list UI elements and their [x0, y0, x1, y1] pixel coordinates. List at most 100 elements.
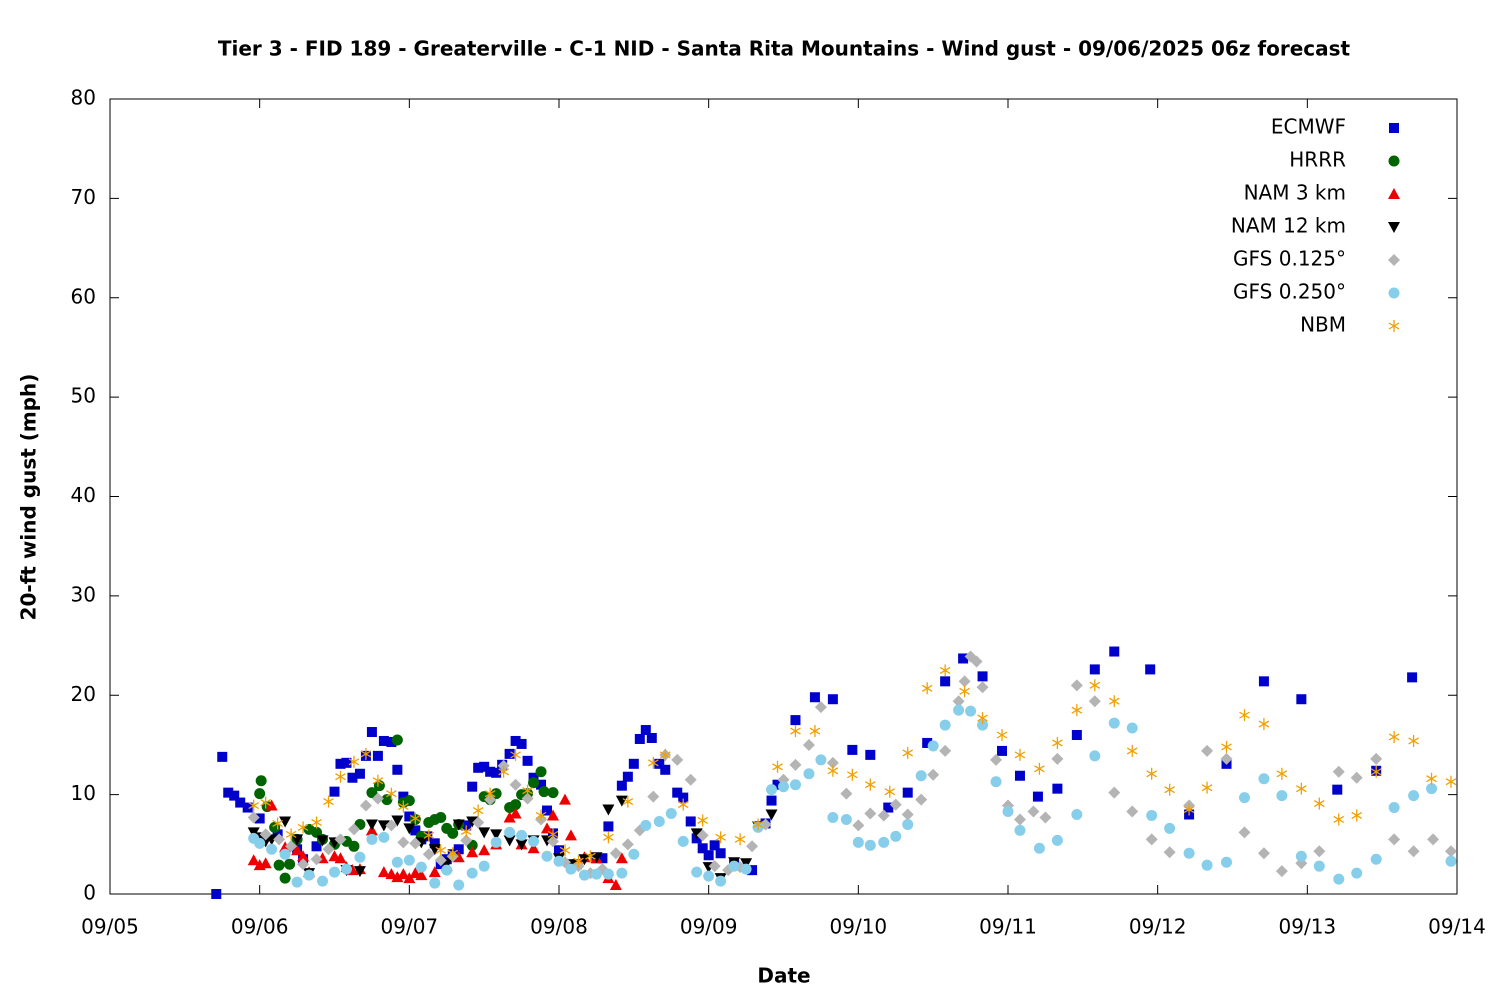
data-point	[646, 732, 657, 743]
data-point	[660, 764, 671, 775]
data-point	[435, 844, 447, 857]
data-point	[1002, 806, 1014, 818]
asterisk-stroke	[1126, 747, 1138, 755]
data-point	[1351, 809, 1363, 822]
data-point	[386, 736, 397, 747]
data-point	[1276, 790, 1288, 802]
asterisk-stroke	[752, 820, 764, 828]
data-point	[340, 863, 352, 875]
asterisk-stroke	[1239, 711, 1250, 719]
x-tick-label: 09/12	[1129, 915, 1187, 939]
y-tick-label: 50	[71, 384, 96, 408]
data-point	[609, 879, 622, 891]
asterisk-stroke	[323, 798, 334, 806]
data-point	[915, 770, 927, 782]
data-point	[491, 767, 502, 778]
data-point	[372, 750, 383, 761]
data-point	[297, 858, 310, 871]
asterisk-stroke	[1258, 720, 1270, 728]
data-point	[535, 809, 547, 822]
data-point	[484, 787, 496, 800]
legend-marker	[1388, 188, 1400, 199]
data-point	[392, 764, 403, 775]
asterisk-stroke	[996, 731, 1008, 739]
data-point	[329, 866, 340, 878]
data-point	[229, 790, 240, 801]
data-point	[472, 804, 484, 817]
data-point	[852, 836, 864, 848]
data-point	[516, 829, 528, 841]
data-point	[1258, 773, 1270, 785]
data-point	[827, 694, 838, 705]
data-point	[865, 749, 876, 760]
data-point	[347, 823, 360, 836]
data-point	[415, 861, 427, 873]
data-point	[1014, 748, 1026, 761]
data-point	[378, 831, 390, 843]
data-point	[303, 869, 315, 881]
data-point	[1126, 805, 1139, 818]
data-point	[1296, 782, 1307, 795]
data-point	[354, 851, 366, 863]
data-point	[990, 776, 1002, 788]
data-point	[746, 840, 759, 853]
data-point	[547, 835, 560, 848]
data-point	[976, 681, 989, 694]
data-point	[1163, 846, 1176, 859]
data-point	[864, 778, 876, 791]
data-point	[385, 819, 398, 832]
data-point	[622, 795, 634, 808]
data-point	[1071, 730, 1082, 740]
data-point	[403, 872, 416, 884]
asterisk-stroke	[1408, 737, 1419, 745]
data-point	[311, 841, 322, 852]
data-point	[428, 844, 441, 856]
data-point	[883, 802, 894, 813]
data-point	[578, 854, 591, 866]
data-point	[1052, 736, 1063, 749]
data-point	[697, 814, 709, 827]
data-point	[515, 839, 528, 851]
data-point	[1013, 813, 1026, 826]
data-point	[1388, 833, 1401, 846]
asterisk-stroke	[1108, 697, 1120, 705]
data-point	[509, 807, 522, 819]
data-point	[536, 779, 547, 790]
data-point	[554, 845, 564, 856]
data-point	[1445, 775, 1457, 788]
data-point	[622, 771, 633, 782]
asterisk-stroke	[1183, 805, 1195, 814]
data-point	[1407, 672, 1418, 683]
data-point	[778, 781, 789, 793]
data-point	[260, 796, 271, 809]
data-point	[478, 844, 491, 856]
data-point	[590, 868, 602, 880]
data-point	[272, 829, 283, 840]
asterisk-stroke	[1388, 322, 1400, 330]
data-point	[1238, 792, 1250, 804]
data-point	[621, 838, 634, 851]
data-point	[291, 876, 303, 888]
data-point	[752, 818, 764, 831]
data-point	[398, 800, 409, 813]
data-point	[628, 848, 640, 860]
data-point	[615, 795, 628, 807]
data-point	[466, 816, 479, 828]
asterisk-stroke	[409, 814, 421, 823]
data-point	[311, 816, 322, 829]
data-point	[447, 827, 459, 839]
data-point	[922, 737, 933, 748]
data-point	[429, 838, 440, 849]
data-point	[565, 863, 577, 875]
data-point	[329, 786, 340, 797]
data-point	[1408, 734, 1419, 747]
asterisk-stroke	[398, 802, 409, 811]
data-point	[814, 701, 827, 714]
asterisk-stroke	[1221, 743, 1232, 751]
asterisk-stroke	[248, 801, 260, 810]
data-point	[348, 755, 360, 768]
x-tick-label: 09/06	[231, 915, 289, 939]
legend-marker	[1388, 222, 1400, 233]
asterisk-stroke	[603, 833, 614, 841]
